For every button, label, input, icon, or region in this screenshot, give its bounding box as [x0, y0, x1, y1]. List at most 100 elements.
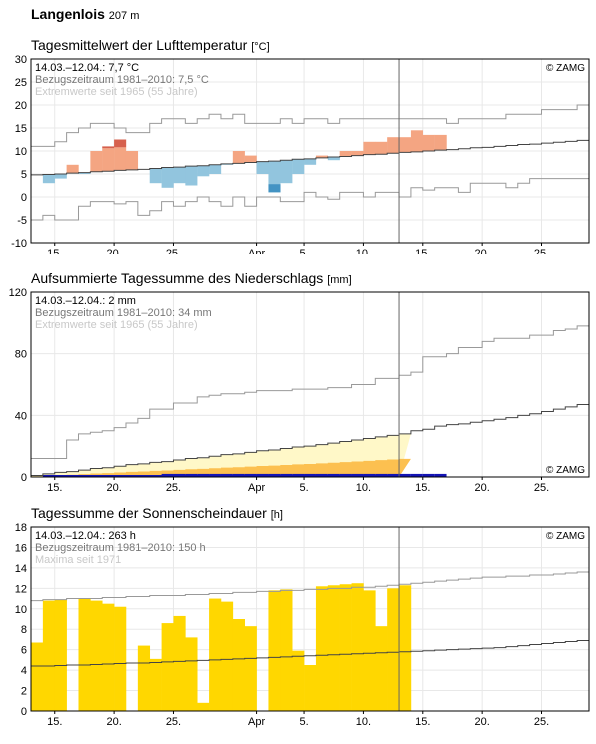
temperature-xtick-label: 15. [415, 248, 430, 254]
temperature-chart: -10 -5 0 5 10 15 20 25 30 15. 20. 25. Apr 5. 10. 15. 20.… [11, 54, 590, 254]
temperature-bar-warm [114, 147, 127, 171]
temperature-bar-warm [90, 151, 103, 172]
sunshine-info-line1: 14.03.–12.04.: 263 h [35, 530, 136, 542]
precipitation-info-line3: Extremwerte seit 1965 (55 Jahre) [35, 319, 198, 331]
precipitation-ytick-label: 80 [15, 349, 27, 361]
temperature-xtick-label: 15. [47, 248, 62, 254]
sunshine-xtick-label: 15. [415, 716, 430, 728]
temperature-unit: [°C] [251, 41, 270, 53]
sunshine-chart: 0 2 4 6 8 10 12 14 16 18 15. 20. 25. Apr 5. 10. 15. 20. 25… [15, 522, 590, 728]
sunshine-xtick-label: 25. [534, 716, 549, 728]
sunshine-bar [315, 586, 329, 711]
precipitation-band-inner [31, 458, 411, 477]
sunshine-bar [327, 585, 340, 711]
temperature-bar-cold [197, 165, 210, 177]
sunshine-xtick-label: 25. [166, 716, 181, 728]
station-header: Langenlois 207 m [31, 6, 139, 22]
precipitation-xtick-label: 10. [356, 482, 371, 494]
temperature-bar-cold [173, 167, 186, 184]
sunshine-bar [268, 590, 281, 711]
precipitation-title-text: Aufsummierte Tagessumme des Niederschlag… [31, 270, 324, 286]
temperature-credit: © ZAMG [546, 63, 585, 74]
temperature-bar-warm [351, 151, 364, 156]
sunshine-info-line3: Maxima seit 1971 [35, 554, 121, 566]
precipitation-info-line2: Bezugszeitraum 1981–2010: 34 mm [35, 307, 212, 319]
sunshine-title-text: Tagessumme der Sonnenscheindauer [31, 505, 267, 521]
sunshine-plot-frame [30, 526, 590, 712]
sunshine-bar [161, 623, 174, 711]
temperature-bar-cold [327, 156, 340, 161]
sunshine-bar [78, 598, 91, 711]
precipitation-chart-title: Aufsummierte Tagessumme des Niederschlag… [31, 270, 352, 286]
sunshine-xtick-label: 10. [356, 716, 371, 728]
temperature-ytick-label: 20 [15, 100, 27, 112]
sunshine-bar [232, 619, 246, 711]
temperature-bar-warm [410, 130, 423, 152]
temperature-xtick-label: 5. [299, 248, 308, 254]
precipitation-credit: © ZAMG [546, 465, 585, 476]
temperature-xtick-label: Apr [248, 248, 265, 254]
sunshine-ytick-label: 8 [21, 624, 27, 636]
sunshine-credit: © ZAMG [546, 531, 585, 542]
temperature-xtick-label: 20. [106, 248, 121, 254]
sunshine-line-max [31, 571, 589, 602]
precipitation-line-max [31, 325, 589, 459]
precipitation-xtick-label: 20. [475, 482, 490, 494]
temperature-ytick-label: 15 [15, 123, 27, 135]
temperature-bar-warm [315, 155, 329, 158]
sunshine-ytick-label: 4 [21, 665, 27, 677]
sunshine-bar [292, 650, 305, 711]
precipitation-ytick-label: 0 [21, 472, 27, 484]
sunshine-bar [363, 590, 376, 711]
sunshine-unit: [h] [270, 509, 283, 521]
sunshine-ytick-label: 12 [15, 583, 27, 595]
temperature-bar-warm [244, 155, 257, 163]
sunshine-bar [31, 642, 44, 711]
sunshine-bar [149, 658, 162, 711]
sunshine-xtick-label: 5. [299, 716, 308, 728]
sunshine-bar [387, 588, 400, 711]
sunshine-bar [209, 598, 222, 711]
temperature-bar-warm [434, 134, 447, 151]
sunshine-ytick-label: 10 [15, 604, 27, 616]
sunshine-ytick-label: 16 [15, 542, 27, 554]
temperature-bar-warm [399, 137, 412, 153]
precipitation-ytick-label: 120 [9, 287, 27, 299]
temperature-bar-warm [66, 164, 79, 174]
sunshine-bar [304, 665, 317, 711]
temperature-info-line1: 14.03.–12.04.: 7,7 °C [35, 62, 139, 74]
sunshine-bar [54, 599, 67, 711]
temperature-bar-cold [209, 164, 222, 174]
sunshine-bar [185, 637, 198, 711]
sunshine-xtick-label: 15. [47, 716, 62, 728]
temperature-ytick-label: 0 [21, 192, 27, 204]
sunshine-ytick-label: 6 [21, 645, 27, 657]
sunshine-bar [280, 589, 293, 711]
sunshine-bar [173, 615, 186, 711]
sunshine-chart-title: Tagessumme der Sonnenscheindauer [h] [31, 505, 283, 521]
precipitation-bar [399, 473, 411, 477]
temperature-bar-cold [280, 160, 293, 184]
temperature-plot-frame [30, 58, 590, 244]
temperature-bar-warm [339, 151, 352, 157]
sunshine-ytick-label: 2 [21, 686, 27, 698]
precipitation-ytick-label: 40 [15, 410, 27, 422]
temperature-bar-cold [42, 174, 55, 184]
temperature-line-min [31, 178, 589, 221]
sunshine-bar [102, 603, 115, 711]
sunshine-bar [351, 583, 364, 711]
temperature-bar-cold-strong [268, 184, 281, 193]
temperature-bar-warm [422, 134, 435, 151]
sunshine-xtick-label: Apr [248, 716, 265, 728]
temperature-bar-warm [363, 141, 376, 155]
sunshine-bar [114, 606, 127, 711]
precipitation-xtick-label: Apr [248, 482, 265, 494]
precipitation-bar [410, 473, 423, 477]
temperature-bar-cold [292, 159, 305, 174]
temperature-bar-warm [102, 148, 115, 172]
precipitation-plot-frame [30, 291, 590, 478]
sunshine-bar [244, 626, 257, 711]
temperature-info-line3: Extremwerte seit 1965 (55 Jahre) [35, 86, 198, 98]
sunshine-ytick-label: 14 [15, 563, 27, 575]
temperature-ytick-label: 10 [15, 146, 27, 158]
